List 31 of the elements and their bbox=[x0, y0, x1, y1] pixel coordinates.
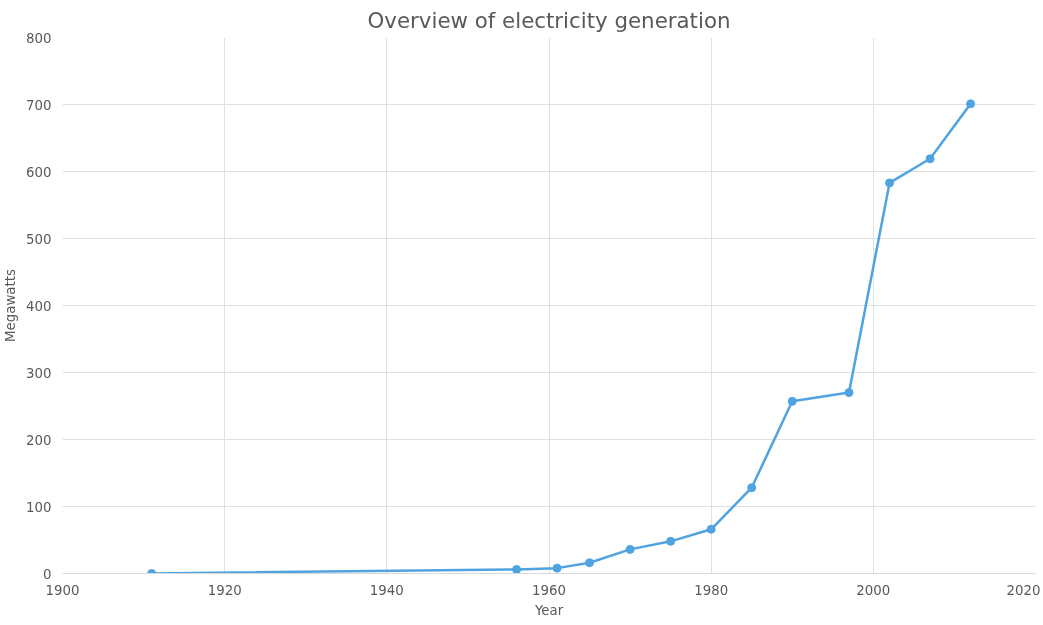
y-axis-title: Megawatts bbox=[3, 269, 19, 342]
chart-title: Overview of electricity generation bbox=[367, 7, 731, 33]
point bbox=[966, 99, 976, 109]
point bbox=[585, 558, 595, 568]
x-tick-label: 2000 bbox=[856, 582, 891, 598]
point bbox=[706, 524, 716, 534]
point bbox=[552, 563, 562, 573]
x-tick-label: 1960 bbox=[532, 582, 566, 598]
x-tick-label: 2020 bbox=[1006, 582, 1041, 598]
x-axis-title: Year bbox=[533, 602, 564, 618]
y-tick-label: 300 bbox=[26, 365, 52, 381]
x-tick-label: 1980 bbox=[694, 582, 729, 598]
x-tick-label: 1920 bbox=[207, 582, 242, 598]
x-tick-label: 1900 bbox=[45, 582, 80, 598]
point bbox=[787, 396, 797, 406]
x-tick-label: 1940 bbox=[369, 582, 404, 598]
point bbox=[666, 536, 676, 546]
y-tick-label: 500 bbox=[26, 231, 52, 247]
y-tick-label: 100 bbox=[26, 499, 52, 515]
point bbox=[844, 388, 854, 398]
y-tick-label: 800 bbox=[26, 30, 52, 46]
point bbox=[885, 178, 895, 188]
y-tick-label: 400 bbox=[26, 298, 52, 314]
y-tick-label: 200 bbox=[26, 432, 52, 448]
y-tick-label: 700 bbox=[26, 97, 52, 113]
y-tick-label: 600 bbox=[26, 164, 52, 180]
point bbox=[512, 564, 522, 574]
y-tick-label: 0 bbox=[43, 566, 52, 582]
point bbox=[747, 483, 757, 493]
point bbox=[625, 544, 635, 554]
point bbox=[925, 154, 935, 164]
